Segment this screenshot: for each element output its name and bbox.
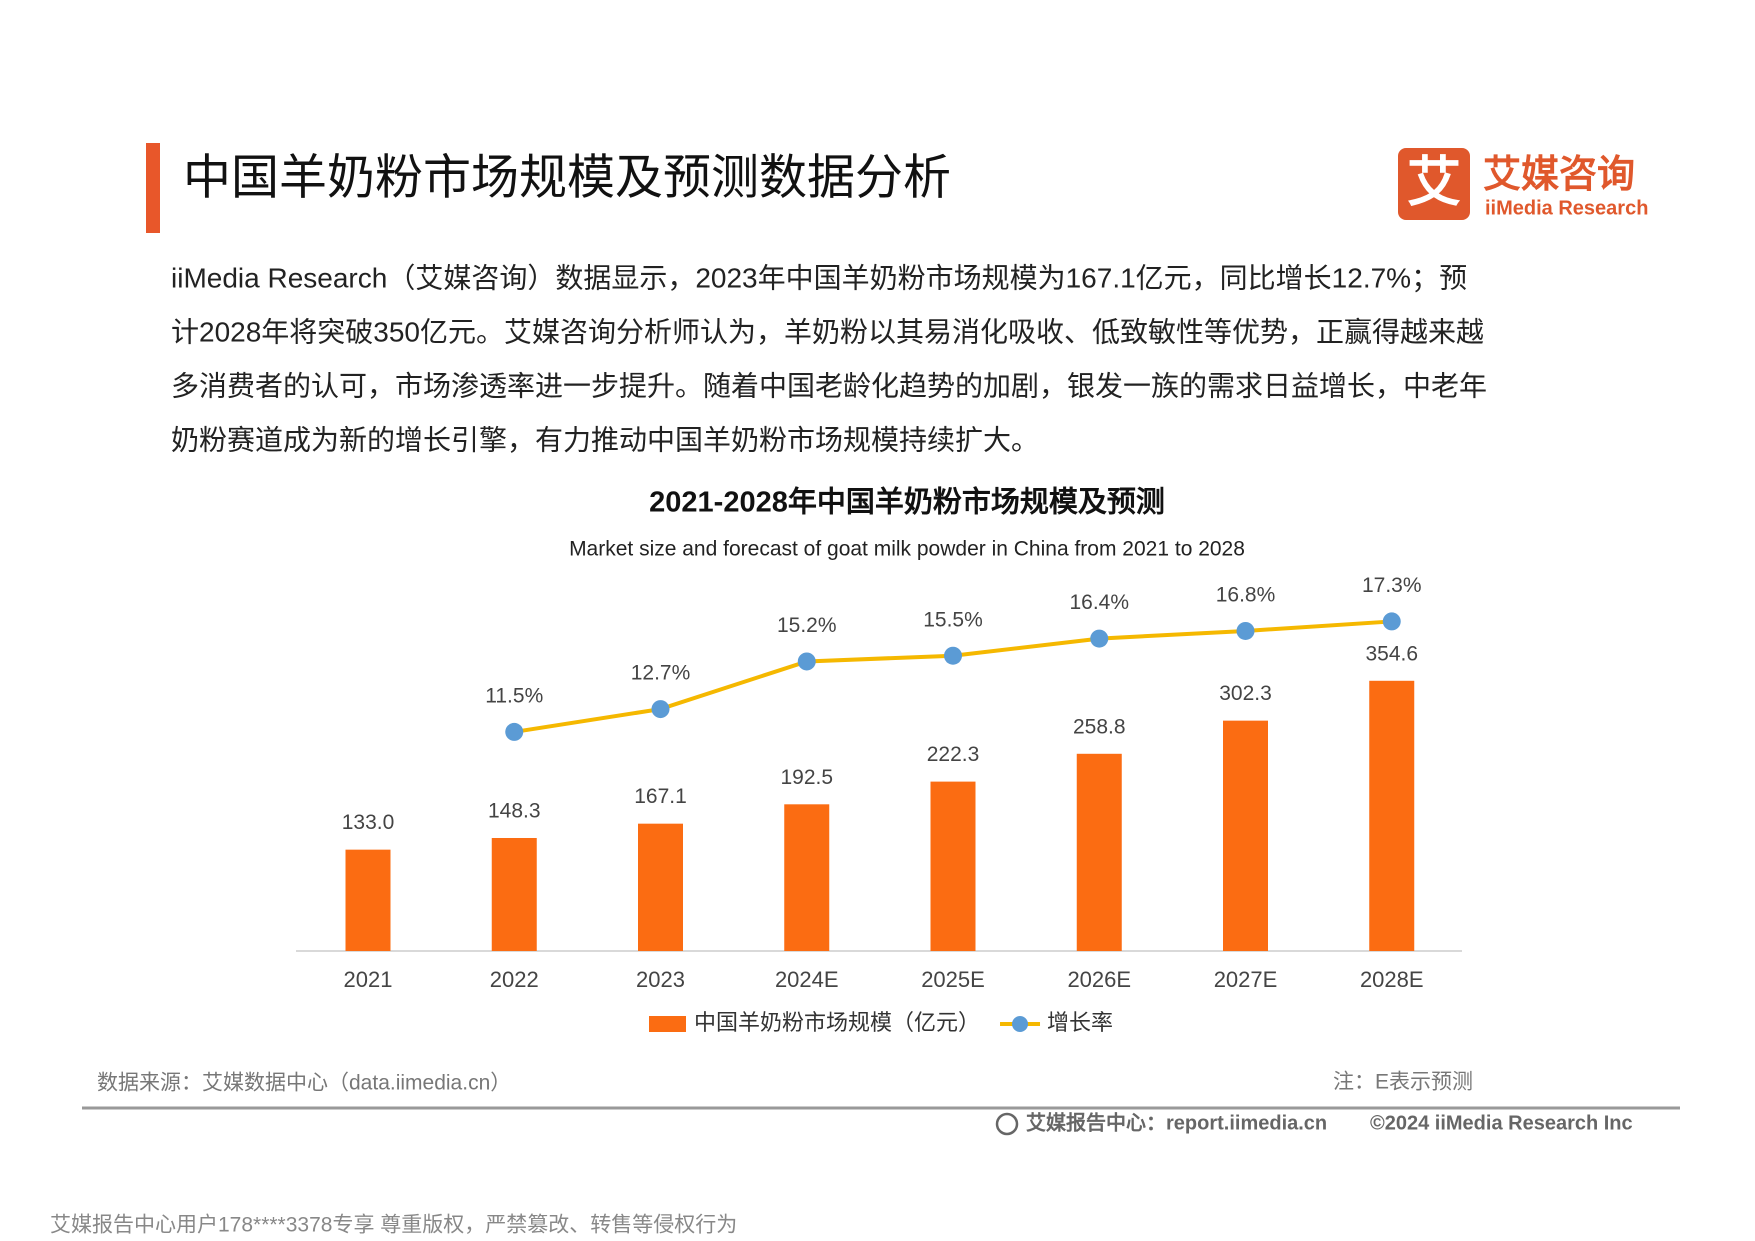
- growth-marker: [1090, 629, 1109, 648]
- legend-label: 增长率: [1047, 1010, 1113, 1035]
- x-tick-label: 2024E: [775, 967, 839, 992]
- legend-label: 中国羊奶粉市场规模（亿元）: [694, 1010, 980, 1035]
- source: 数据来源：艾媒数据中心（data.iimedia.cn）: [97, 1072, 511, 1095]
- chart-title: 2021-2028年中国羊奶粉市场规模及预测: [649, 485, 1165, 519]
- logo-sub: iiMedia Research: [1485, 197, 1648, 219]
- data-label: 11.5%: [485, 684, 543, 707]
- note: 注：E表示预测: [1333, 1071, 1473, 1094]
- bar: [1369, 680, 1415, 951]
- data-label: 302.3: [1219, 682, 1272, 705]
- paragraph-line: 计2028年将突破350亿元。艾媒咨询分析师认为，羊奶粉以其易消化吸收、低致敏性…: [171, 316, 1484, 347]
- x-tick-label: 2022: [490, 967, 539, 992]
- data-label: 258.8: [1073, 715, 1126, 738]
- data-label: 354.6: [1365, 642, 1418, 665]
- logo-box: [1398, 148, 1470, 220]
- bar: [1076, 753, 1122, 951]
- page-title: 中国羊奶粉市场规模及预测数据分析: [183, 152, 951, 205]
- x-tick-label: 2021: [344, 967, 393, 992]
- globe-icon: [995, 1112, 1019, 1136]
- growth-marker: [651, 700, 670, 719]
- growth-marker: [1382, 612, 1401, 631]
- copyright: ©2024 iiMedia Research Inc: [1370, 1112, 1633, 1134]
- data-label: 17.3%: [1362, 574, 1422, 597]
- paragraph-line: 奶粉赛道成为新的增长引擎，有力推动中国羊奶粉市场规模持续扩大。: [171, 424, 1039, 455]
- legend-marker: [1012, 1016, 1029, 1032]
- x-tick-label: 2026E: [1067, 967, 1131, 992]
- data-label: 167.1: [634, 785, 687, 808]
- x-tick-label: 2028E: [1360, 967, 1424, 992]
- bar: [491, 837, 537, 951]
- growth-marker: [944, 646, 962, 665]
- data-label: 222.3: [927, 743, 980, 766]
- growth-marker: [505, 722, 524, 741]
- growth-marker: [1236, 621, 1255, 640]
- bar: [784, 804, 830, 951]
- bar: [638, 823, 683, 951]
- data-label: 192.5: [780, 766, 833, 789]
- logo-name: 艾媒咨询: [1483, 154, 1635, 196]
- footer-site: 艾媒报告中心：report.iimedia.cn: [1026, 1110, 1327, 1134]
- legend-swatch: [649, 1016, 686, 1032]
- data-label: 16.8%: [1216, 584, 1276, 607]
- title-accent: [146, 143, 160, 233]
- bar: [930, 781, 976, 951]
- bar: [1223, 720, 1268, 951]
- bar: [345, 849, 391, 951]
- data-label: 133.0: [342, 811, 395, 834]
- growth-marker: [797, 652, 816, 671]
- x-tick-label: 2025E: [921, 967, 985, 992]
- data-label: 15.5%: [923, 608, 983, 631]
- watermark: 艾媒报告中心用户178****3378专享 尊重版权，严禁篡改、转售等侵权行为: [50, 1214, 737, 1237]
- logo-mark: 艾: [1407, 152, 1461, 212]
- data-label: 148.3: [488, 800, 541, 823]
- x-tick-label: 2023: [636, 967, 685, 992]
- paragraph-line: iiMedia Research（艾媒咨询）数据显示，2023年中国羊奶粉市场规…: [171, 262, 1467, 293]
- data-label: 16.4%: [1069, 591, 1129, 614]
- data-label: 12.7%: [631, 662, 691, 685]
- paragraph-line: 多消费者的认可，市场渗透率进一步提升。随着中国老龄化趋势的加剧，银发一族的需求日…: [171, 370, 1487, 401]
- chart-subtitle: Market size and forecast of goat milk po…: [569, 538, 1245, 561]
- data-label: 15.2%: [777, 614, 837, 637]
- x-tick-label: 2027E: [1214, 967, 1278, 992]
